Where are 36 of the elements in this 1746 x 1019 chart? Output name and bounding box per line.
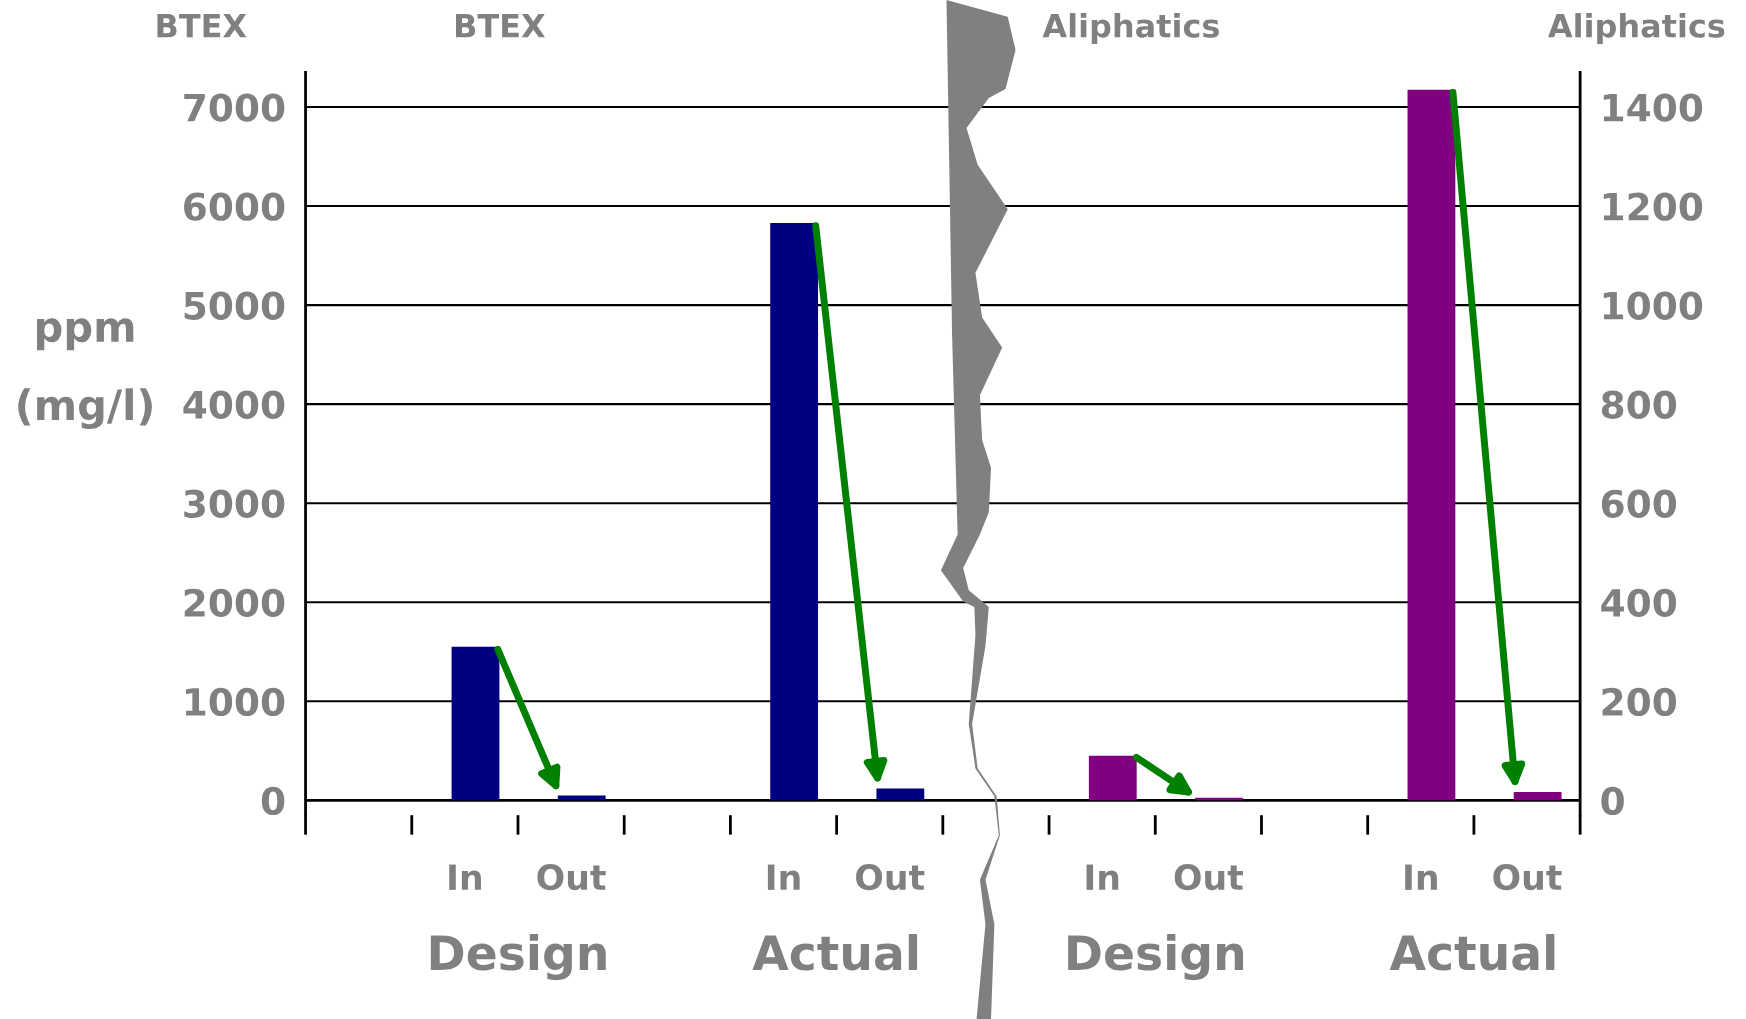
x-tick-label: Out	[537, 864, 606, 891]
text: Actual	[1389, 934, 1555, 971]
x-tick-label: In	[1405, 864, 1437, 890]
y-tick-label: 2000	[184, 588, 285, 618]
text: BTEX	[456, 14, 546, 38]
y2-tick-label: 1400	[1603, 93, 1703, 122]
y2-tick-label: 0	[1601, 786, 1624, 816]
bar	[876, 788, 925, 801]
y-tick-label: 3000	[184, 489, 285, 518]
y-tick-label: 5000	[184, 291, 285, 320]
y-tick-label: 7000	[184, 93, 285, 122]
x-tick-label: In	[449, 864, 481, 890]
text: Design	[1068, 934, 1244, 981]
y-tick-label: 0	[261, 786, 285, 816]
text: Actual	[752, 934, 918, 971]
text: Design	[430, 934, 606, 981]
x-tick-label: Out	[1493, 864, 1562, 891]
y-tick-label: 4000	[183, 390, 285, 419]
x-tick-label: In	[1086, 864, 1119, 890]
text: Aliphatics	[1548, 13, 1725, 44]
y2-tick-label: 1000	[1603, 291, 1703, 320]
y2-tick-label: 600	[1601, 489, 1677, 518]
x-tick-label: In	[767, 864, 800, 890]
y2-tick-label: 200	[1602, 687, 1677, 717]
y2-tick-label: 800	[1601, 390, 1677, 419]
y-axis-title: ppm (mg/l)	[18, 318, 152, 429]
x-tick-label: Out	[856, 864, 925, 891]
y-tick-label: 1000	[185, 687, 285, 717]
text: Aliphatics	[1042, 13, 1219, 44]
y2-tick-label: 400	[1601, 588, 1677, 618]
x-tick-label: Out	[1174, 864, 1243, 891]
bar	[1513, 791, 1562, 801]
bar	[557, 795, 606, 801]
text: BTEX	[157, 14, 247, 38]
y-tick-label: 6000	[184, 192, 285, 221]
y2-tick-label: 1200	[1603, 192, 1703, 221]
